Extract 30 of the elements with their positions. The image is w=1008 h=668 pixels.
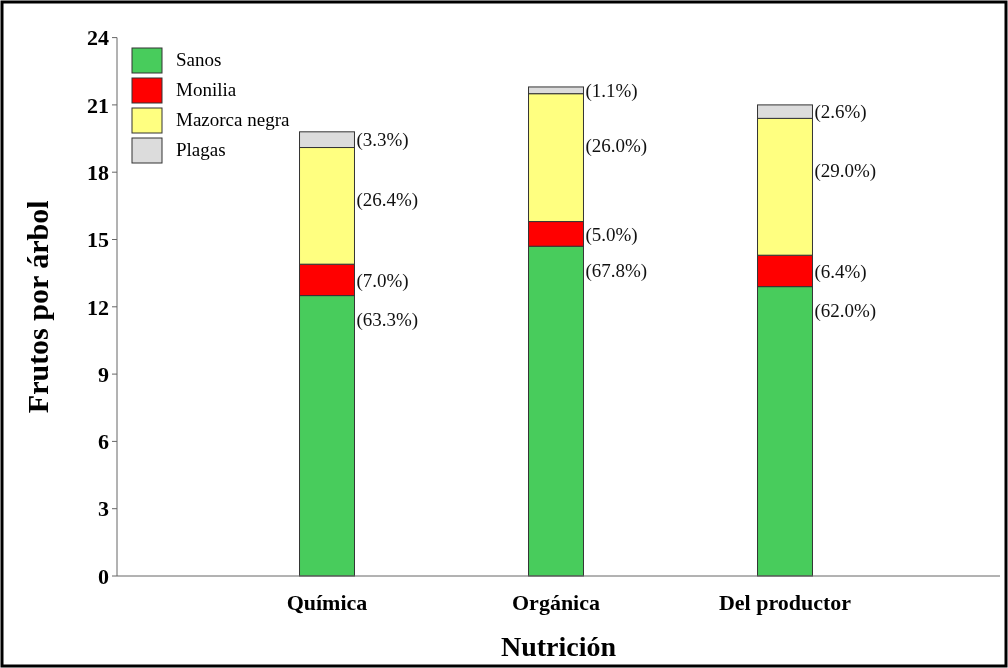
y-tick-label: 9	[98, 361, 109, 387]
y-axis-title: Frutos por árbol	[21, 200, 54, 414]
y-tick-label: 21	[87, 92, 109, 118]
x-tick-label: Orgánica	[512, 590, 600, 615]
annotation: (26.0%)	[585, 135, 648, 158]
annotation: (62.0%)	[814, 300, 877, 323]
x-tick-label: Del productor	[718, 590, 852, 615]
y-tick-label: 6	[98, 429, 109, 455]
annotation: (26.4%)	[356, 189, 419, 212]
annotation: (63.3%)	[356, 309, 419, 332]
y-tick-label: 12	[87, 294, 109, 320]
legend-label: Mazorca negra	[176, 109, 290, 130]
annotation: (2.6%)	[814, 101, 867, 124]
y-tick-label: 3	[98, 496, 109, 522]
legend-label: Plagas	[176, 139, 226, 160]
y-tick-label: 15	[87, 227, 109, 253]
y-tick-label: 24	[87, 25, 109, 51]
annotation: (3.3%)	[356, 129, 409, 152]
annotation: (67.8%)	[585, 259, 648, 282]
annotation: (5.0%)	[585, 223, 638, 246]
annotation: (1.1%)	[585, 79, 638, 102]
y-tick-label: 0	[98, 563, 109, 589]
legend-label: Sanos	[176, 49, 222, 70]
annotation: (7.0%)	[356, 269, 409, 292]
annotation: (29.0%)	[814, 160, 877, 183]
legend-label: Monilia	[176, 79, 237, 100]
y-tick-label: 18	[87, 159, 109, 185]
x-axis-title: Nutrición	[500, 631, 617, 662]
x-tick-label: Química	[286, 590, 368, 615]
annotation: (6.4%)	[814, 260, 867, 283]
